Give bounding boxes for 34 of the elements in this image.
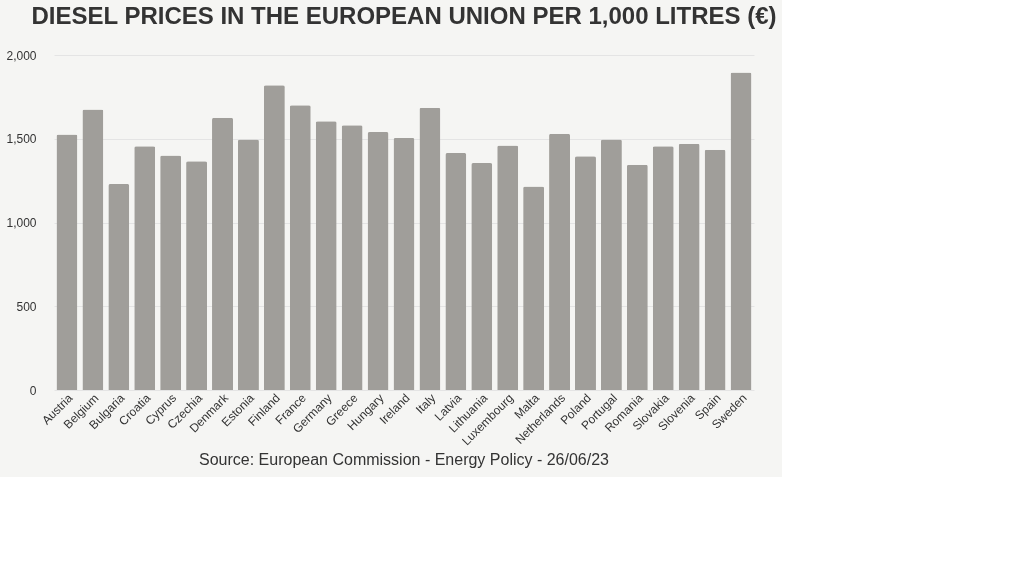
bar xyxy=(497,145,519,390)
bar xyxy=(652,146,674,390)
y-tick-label: 0 xyxy=(29,383,37,398)
bar xyxy=(263,85,285,390)
bar xyxy=(678,143,700,390)
bar xyxy=(108,183,130,390)
bar xyxy=(600,139,622,390)
bar xyxy=(704,149,726,390)
bar xyxy=(471,163,493,390)
bar xyxy=(186,161,208,390)
bar xyxy=(730,72,752,390)
y-tick-label: 500 xyxy=(16,299,37,314)
bar xyxy=(134,146,156,390)
bar xyxy=(574,156,596,390)
chart-title: DIESEL PRICES IN THE EUROPEAN UNION PER 1,000 LITRES (€) xyxy=(31,2,777,29)
bar xyxy=(419,107,441,390)
y-tick-label: 2,000 xyxy=(6,48,37,63)
bar xyxy=(160,155,182,390)
bar xyxy=(82,109,104,390)
y-tick-label: 1,000 xyxy=(6,216,37,230)
bar xyxy=(549,133,571,390)
bar xyxy=(315,121,337,390)
y-tick-label: 1,500 xyxy=(6,132,37,147)
bar xyxy=(341,125,363,390)
bar xyxy=(523,186,545,390)
source-note: Source: European Commission - Energy Policy - 26/06/23 xyxy=(199,451,610,468)
bar xyxy=(289,105,311,390)
bar xyxy=(445,152,467,390)
bar xyxy=(56,134,78,390)
bar xyxy=(212,117,234,390)
bar xyxy=(626,164,648,390)
bar xyxy=(393,137,415,390)
bar xyxy=(367,132,389,390)
bar xyxy=(237,139,259,390)
